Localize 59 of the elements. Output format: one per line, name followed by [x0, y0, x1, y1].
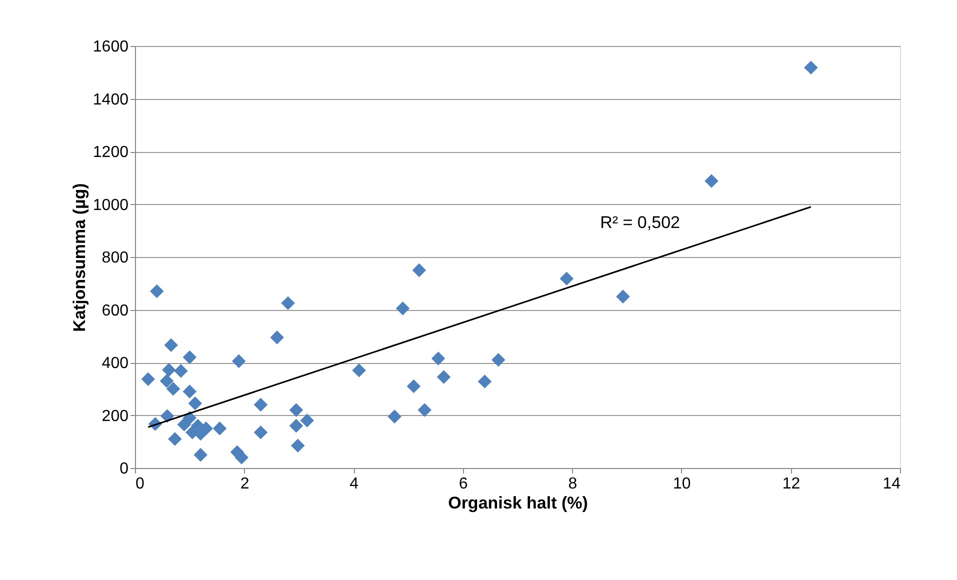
point [182, 350, 197, 364]
point [212, 422, 227, 436]
x-tick-label: 8 [568, 476, 578, 492]
y-tick-label: 0 [120, 460, 129, 478]
point [177, 418, 192, 432]
point [418, 403, 432, 417]
point [166, 382, 180, 396]
point [150, 284, 164, 298]
x-tick-label: 4 [350, 476, 359, 492]
y-tick-label: 1200 [92, 144, 129, 161]
point [194, 448, 208, 462]
x-tick-label: 10 [673, 476, 691, 492]
point [412, 263, 426, 278]
y-axis-title: Katjonsumma (µg) [70, 183, 89, 332]
point [168, 432, 182, 446]
annotation: R² = 0,502 [600, 213, 680, 232]
x-axis-title: Organisk halt (%) [448, 494, 588, 512]
point [406, 379, 421, 394]
point [160, 409, 174, 423]
point [164, 338, 178, 352]
point [396, 302, 410, 316]
point [182, 384, 197, 398]
point [616, 290, 630, 304]
point [188, 396, 202, 410]
point [436, 370, 451, 384]
point [560, 272, 574, 286]
point [254, 398, 268, 412]
y-tick-label: 400 [102, 355, 129, 372]
y-tick-label: 1000 [92, 196, 129, 214]
point [234, 450, 248, 464]
x-tick-label: 6 [458, 476, 468, 492]
point [289, 418, 304, 433]
point [289, 403, 304, 417]
point [704, 174, 718, 188]
x-tick-label: 12 [782, 476, 800, 492]
point [254, 426, 268, 440]
point [352, 364, 366, 378]
point [174, 364, 188, 378]
point [232, 354, 246, 368]
point [281, 296, 295, 310]
point [290, 438, 305, 452]
x-tick-label: 2 [240, 476, 250, 492]
point [388, 410, 402, 424]
x-tick-label: 0 [136, 476, 144, 492]
point [270, 330, 284, 344]
point [431, 352, 446, 366]
y-tick-label: 600 [102, 302, 129, 320]
point [491, 352, 506, 367]
point [162, 362, 176, 377]
y-tick-label: 200 [102, 408, 129, 425]
y-tick-label: 800 [102, 250, 129, 266]
point [160, 374, 174, 388]
point [141, 372, 156, 386]
point [300, 414, 314, 428]
y-tick-label: 1600 [92, 38, 129, 56]
y-tick-label: 1400 [92, 91, 129, 108]
point [804, 60, 818, 75]
point [478, 374, 492, 388]
x-tick-label: 14 [882, 476, 901, 492]
